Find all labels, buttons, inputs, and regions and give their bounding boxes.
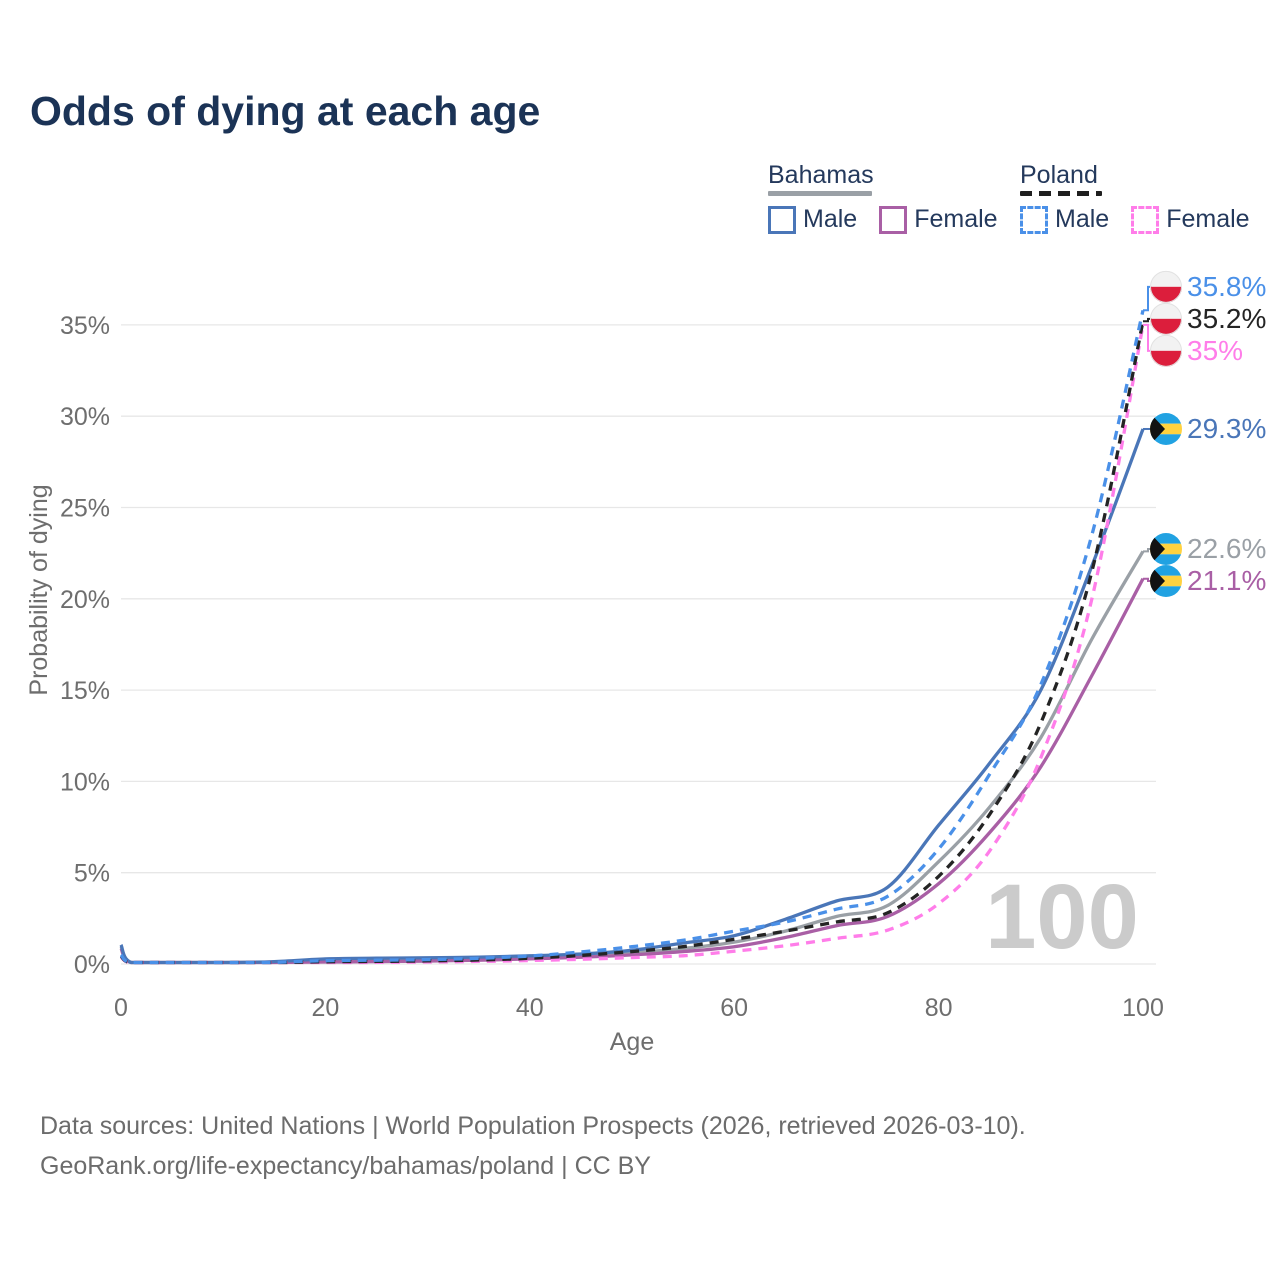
y-axis-title: Probability of dying: [25, 484, 53, 695]
series-line-poland-male: [119, 309, 1145, 965]
legend-underline-bahamas: [768, 191, 872, 196]
end-value-label-poland-male: 35.8%: [1187, 271, 1266, 302]
end-value-label-poland-female: 35%: [1187, 335, 1243, 366]
page-title: Odds of dying at each age: [30, 88, 541, 134]
country-flag-icon-poland: [1150, 270, 1182, 303]
legend-swatch-poland-female: [1131, 205, 1160, 234]
legend-item-poland-female[interactable]: Female: [1131, 205, 1250, 234]
legend-item-bahamas-male[interactable]: Male: [768, 205, 857, 234]
legend-item-bahamas-female[interactable]: Female: [879, 205, 998, 234]
footer-attribution-line: GeoRank.org/life-expectancy/bahamas/pola…: [40, 1152, 651, 1180]
chart-canvas: 0% 5% 10% 15% 20% 25% 30% 35% 100 0 20 40 60 80 100 Age…: [25, 270, 1266, 1056]
legend-group-title-poland: Poland: [1020, 161, 1098, 189]
legend-underline-poland: [1020, 191, 1102, 196]
legend-label-bahamas-male: Male: [803, 205, 858, 233]
legend-label-poland-male: Male: [1055, 205, 1110, 233]
legend-group-title-bahamas: Bahamas: [768, 161, 874, 189]
x-tick-label: 0: [114, 994, 128, 1022]
footer-sources-line: Data sources: United Nations | World Pop…: [40, 1112, 1026, 1140]
legend-label-bahamas-female: Female: [914, 205, 998, 233]
y-tick-label: 35%: [60, 312, 110, 340]
end-value-label-poland-total: 35.2%: [1187, 303, 1266, 334]
y-tick-label: 0%: [74, 951, 110, 979]
y-tick-label: 15%: [60, 677, 110, 705]
legend-item-poland-male[interactable]: Male: [1020, 205, 1109, 234]
x-axis-title: Age: [610, 1028, 654, 1056]
legend-swatch-bahamas-female: [879, 205, 908, 234]
y-tick-label: 30%: [60, 403, 110, 431]
age-watermark: 100: [985, 866, 1139, 968]
x-tick-label: 100: [1122, 994, 1164, 1022]
country-flag-icon-bahamas: [1150, 533, 1182, 566]
y-tick-label: 20%: [60, 586, 110, 614]
x-tick-label: 60: [720, 994, 748, 1022]
y-tick-label: 25%: [60, 495, 110, 523]
chart-footer: Data sources: United Nations | World Pop…: [40, 1106, 1240, 1186]
legend-group-bahamas: Bahamas Male Female: [768, 162, 1020, 234]
country-flag-icon-poland: [1150, 302, 1182, 335]
legend-group-poland: Poland Male Female: [1020, 162, 1272, 234]
country-flag-icon-bahamas: [1150, 565, 1182, 598]
legend: Bahamas Male Female Poland Male Female: [0, 162, 1280, 242]
x-tick-label: 20: [311, 994, 339, 1022]
end-value-label-bahamas-male: 29.3%: [1187, 413, 1266, 444]
legend-swatch-poland-male: [1020, 205, 1048, 234]
y-tick-label: 5%: [74, 860, 110, 888]
legend-label-poland-female: Female: [1166, 205, 1250, 233]
country-flag-icon-poland: [1150, 334, 1182, 367]
country-flag-icon-bahamas: [1150, 412, 1182, 445]
legend-swatch-bahamas-male: [768, 205, 796, 234]
end-value-label-bahamas-total: 22.6%: [1187, 533, 1266, 564]
x-tick-label: 80: [925, 994, 953, 1022]
x-tick-label: 40: [516, 994, 544, 1022]
end-value-label-bahamas-female: 21.1%: [1187, 565, 1266, 596]
y-tick-label: 10%: [60, 768, 110, 796]
